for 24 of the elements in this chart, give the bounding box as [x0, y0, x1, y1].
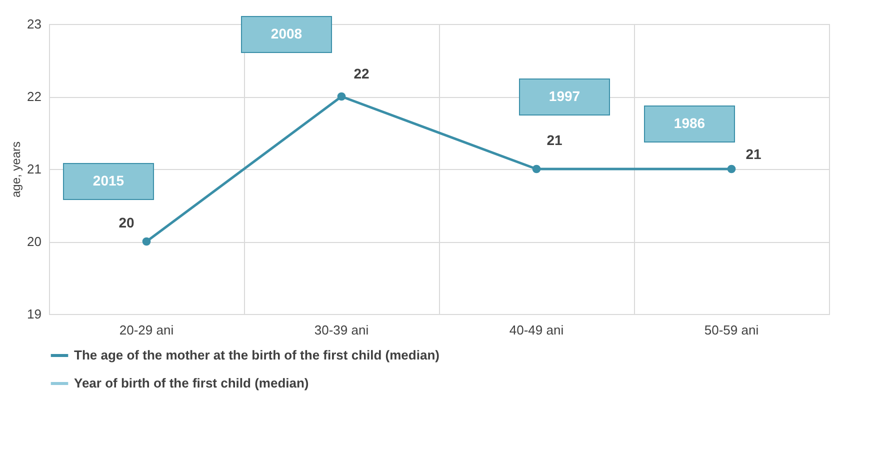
- annotation: 2015: [92, 172, 124, 188]
- point: [532, 164, 541, 174]
- data-label: 21: [746, 146, 762, 162]
- x-tick-label: 30-39 ani: [314, 322, 369, 338]
- y-tick-label: 23: [27, 16, 42, 32]
- y-tick-label: 21: [27, 162, 42, 176]
- annotation: 1997: [548, 88, 580, 104]
- legend-label: Year of birth of the first child (median): [74, 376, 309, 390]
- y-tick-label: 22: [27, 89, 42, 104]
- x-tick-label: 50-59 ani: [704, 322, 759, 338]
- annotation: 1986: [674, 115, 706, 131]
- point: [337, 92, 346, 101]
- data-label: 21: [546, 132, 562, 148]
- data-label: 22: [354, 66, 370, 82]
- point: [142, 237, 151, 246]
- y-tick-label: 20: [27, 234, 42, 249]
- point: [727, 164, 736, 174]
- annotation: 2008: [270, 26, 302, 42]
- legend-label: The age of the mother at the birth of the first child (median): [74, 348, 440, 362]
- data-label: 20: [118, 214, 134, 230]
- x-tick-label: 20-29 ani: [119, 322, 174, 338]
- y-tick-label: 19: [27, 306, 42, 322]
- y-axis-title: age, years: [9, 141, 24, 198]
- x-tick-label: 40-49 ani: [509, 322, 564, 338]
